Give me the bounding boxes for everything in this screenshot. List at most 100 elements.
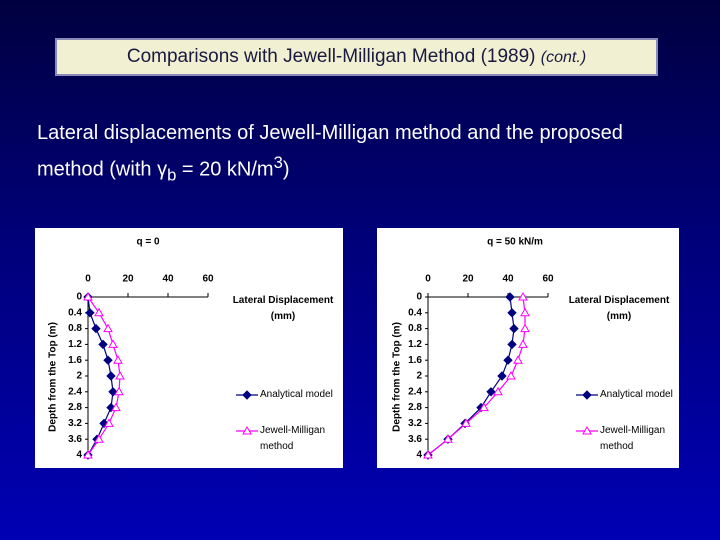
data-point — [113, 355, 123, 364]
data-point — [111, 402, 121, 412]
title-note: (cont.) — [540, 49, 587, 66]
y-tick-label: 3.2 — [68, 418, 82, 429]
title-box: Comparisons with Jewell-Milligan Method … — [55, 38, 658, 76]
series — [423, 291, 530, 459]
y-tick-label: 3.2 — [408, 418, 422, 429]
legend-label-box: Analytical model — [600, 389, 673, 400]
legend-marker — [582, 390, 592, 400]
data-point — [513, 355, 523, 364]
data-point — [461, 418, 471, 427]
y-tick-label: 2.4 — [408, 386, 422, 397]
y-tick-label: 4 — [416, 450, 422, 461]
y-tick-label: 0.4 — [68, 307, 82, 318]
body-part: = 20 kN/m — [176, 158, 274, 181]
legend-label: Jewell-Milligan method — [260, 425, 326, 452]
x-tick-label: 40 — [162, 274, 174, 285]
data-point — [479, 402, 489, 412]
body-part: 3 — [273, 153, 283, 172]
data-point — [115, 370, 125, 380]
data-point — [104, 418, 114, 427]
legend-marker — [582, 425, 592, 435]
y-tick-label: 2 — [416, 371, 422, 382]
y-tick-label: 0.8 — [408, 323, 422, 334]
y-tick-label: 2 — [76, 371, 82, 382]
data-point — [91, 323, 101, 334]
data-point — [503, 355, 513, 365]
data-point — [507, 308, 517, 318]
x-tick-label: 20 — [462, 274, 474, 285]
data-point — [518, 291, 528, 301]
data-point — [94, 434, 104, 443]
series — [83, 291, 125, 459]
y-tick-label: 1.2 — [68, 339, 82, 350]
y-tick-label: 3.6 — [68, 434, 82, 445]
data-point — [114, 386, 124, 396]
data-point — [507, 339, 517, 350]
x-tick-label: 0 — [85, 274, 91, 285]
x-axis-label: Lateral Displacement (mm) — [232, 295, 334, 322]
data-point — [108, 339, 118, 348]
y-tick-label: 0 — [76, 292, 82, 303]
x-tick-label: 40 — [502, 274, 514, 285]
chart-panel — [377, 228, 679, 468]
y-tick-label: 0.4 — [408, 307, 422, 318]
legend-label-box: Analytical model — [260, 389, 333, 400]
y-tick-label: 1.6 — [68, 355, 82, 366]
y-tick-label: 2.8 — [408, 402, 422, 413]
data-point — [493, 386, 503, 396]
legend-label: Analytical model — [260, 389, 333, 400]
legend-label: Analytical model — [600, 389, 673, 400]
x-axis-label-box: Lateral Displacement (mm) — [232, 295, 334, 322]
body-part: Lateral displacements of Jewell-Milligan… — [37, 122, 623, 181]
data-point — [423, 449, 433, 459]
legend-label-box: Jewell-Milligan method — [260, 425, 326, 452]
y-tick-label: 0.8 — [68, 323, 82, 334]
legend-label: Jewell-Milligan method — [600, 425, 666, 452]
title: Comparisons with Jewell-Milligan Method … — [126, 46, 536, 67]
data-point — [94, 307, 104, 317]
x-axis-label-box: Lateral Displacement (mm) — [568, 295, 670, 322]
y-tick-label: 2.8 — [68, 402, 82, 413]
data-point — [85, 308, 95, 318]
data-point — [106, 371, 116, 381]
data-point — [509, 323, 519, 334]
body-text: Lateral displacements of Jewell-Milligan… — [37, 118, 677, 191]
data-point — [98, 339, 108, 350]
chart-title: q = 50 kN/m — [487, 237, 543, 248]
body-part: b — [167, 165, 177, 185]
chart-title: q = 0 — [136, 237, 160, 248]
data-point — [520, 307, 530, 317]
data-point — [497, 371, 507, 381]
y-axis-label: Depth from the Top (m) — [392, 322, 403, 432]
legend-label-box: Jewell-Milligan method — [600, 425, 666, 452]
x-tick-label: 20 — [122, 274, 134, 285]
legend-marker — [242, 425, 252, 435]
data-point — [506, 370, 516, 380]
data-point — [505, 292, 515, 302]
body-part: γ — [157, 158, 168, 181]
x-tick-label: 60 — [542, 274, 554, 285]
x-tick-label: 0 — [425, 274, 431, 285]
data-point — [520, 323, 530, 333]
y-tick-label: 2.4 — [68, 386, 82, 397]
legend-marker — [242, 390, 252, 400]
data-point — [83, 449, 93, 459]
data-point — [518, 339, 528, 348]
body-part: ) — [282, 158, 290, 181]
y-tick-label: 3.6 — [408, 434, 422, 445]
y-tick-label: 0 — [416, 292, 422, 303]
data-point — [103, 323, 113, 333]
data-point — [486, 387, 496, 397]
x-tick-label: 60 — [202, 274, 214, 285]
y-axis-label: Depth from the Top (m) — [48, 322, 59, 432]
data-point — [443, 434, 453, 443]
data-point — [103, 355, 113, 365]
chart-panel — [35, 228, 343, 468]
data-point — [83, 291, 93, 301]
x-axis-label: Lateral Displacement (mm) — [568, 295, 670, 322]
y-tick-label: 1.6 — [408, 355, 422, 366]
y-tick-label: 1.2 — [408, 339, 422, 350]
y-tick-label: 4 — [76, 450, 82, 461]
